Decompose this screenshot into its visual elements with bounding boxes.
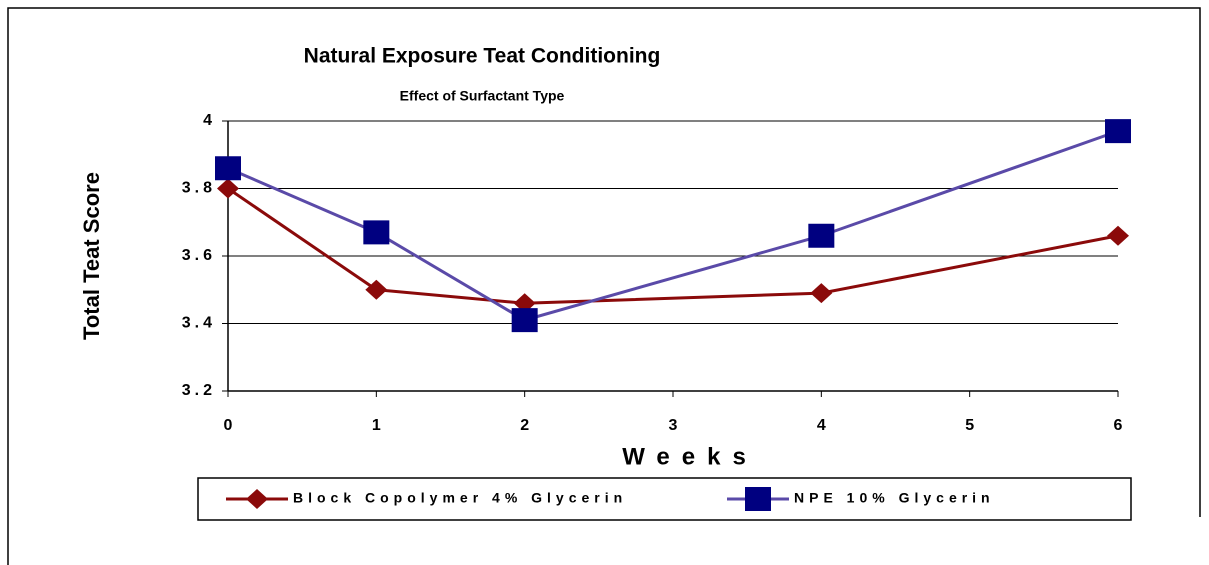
y-axis-label: Total Teat Score xyxy=(79,172,104,340)
marker xyxy=(246,489,268,509)
marker xyxy=(363,220,390,245)
chart-subtitle: Effect of Surfactant Type xyxy=(400,88,565,104)
marker xyxy=(808,223,835,248)
x-tick-label: 0 xyxy=(224,417,233,434)
y-tick-label: 3.4 xyxy=(182,315,216,332)
y-tick-label: 3.6 xyxy=(182,247,216,264)
x-tick-label: 2 xyxy=(520,417,529,434)
x-tick-label: 3 xyxy=(669,417,678,434)
x-tick-label: 5 xyxy=(965,417,974,434)
legend-label: Block Copolymer 4% Glycerin xyxy=(293,490,627,506)
chart-frame xyxy=(7,7,1201,565)
marker xyxy=(1107,225,1129,246)
marker xyxy=(810,283,833,304)
legend-label: NPE 10% Glycerin xyxy=(794,490,995,506)
legend-box xyxy=(197,477,1132,521)
marker xyxy=(365,279,388,300)
marker xyxy=(215,156,241,181)
x-axis-label: Weeks xyxy=(622,443,758,470)
marker xyxy=(217,178,239,199)
y-tick-label: 4 xyxy=(203,112,216,129)
x-tick-label: 1 xyxy=(372,417,381,434)
x-tick-label: 6 xyxy=(1114,417,1123,434)
series-line xyxy=(227,129,1119,322)
series-line xyxy=(227,187,1119,305)
x-tick-label: 4 xyxy=(817,417,826,434)
marker xyxy=(1105,119,1131,144)
y-tick-label: 3.8 xyxy=(182,180,216,197)
y-tick-label: 3.2 xyxy=(182,382,216,399)
chart-title: Natural Exposure Teat Conditioning xyxy=(304,45,661,68)
marker xyxy=(511,308,538,333)
marker xyxy=(745,487,771,511)
